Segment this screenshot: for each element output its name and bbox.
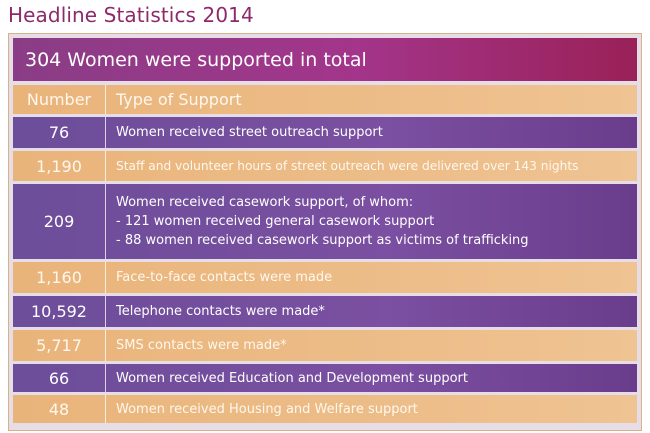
row-description: Women received Education and Development…	[116, 370, 468, 386]
page-title: Headline Statistics 2014	[8, 3, 254, 27]
row-number: 5,717	[13, 330, 106, 361]
header-type-of-support: Type of Support	[116, 90, 242, 109]
row-number: 1,190	[13, 151, 106, 181]
table-row: 5,717 SMS contacts were made*	[13, 330, 637, 361]
row-number: 66	[13, 364, 106, 392]
row-description: Face-to-face contacts were made	[116, 270, 333, 285]
row-description: Telephone contacts were made*	[116, 304, 325, 319]
row-description-line: Women received casework support, of whom…	[116, 195, 414, 210]
row-description: Staff and volunteer hours of street outr…	[116, 159, 579, 173]
row-description-line: - 121 women received general casework su…	[116, 214, 435, 229]
row-number: 76	[13, 117, 106, 148]
header-number: Number	[13, 85, 106, 114]
statistics-table: 304 Women were supported in total Number…	[8, 33, 642, 431]
row-description: SMS contacts were made*	[116, 338, 287, 353]
table-row: 66 Women received Education and Developm…	[13, 364, 637, 392]
row-number: 48	[13, 395, 106, 423]
total-banner-text: 304 Women were supported in total	[25, 48, 367, 71]
table-row: 1,190 Staff and volunteer hours of stree…	[13, 151, 637, 181]
row-number: 209	[13, 184, 106, 259]
table-row: 48 Women received Housing and Welfare su…	[13, 395, 637, 423]
table-row: 76 Women received street outreach suppor…	[13, 117, 637, 148]
table-row: 209 Women received casework support, of …	[13, 184, 637, 259]
total-banner: 304 Women were supported in total	[13, 38, 637, 81]
row-description: Women received casework support, of whom…	[106, 184, 637, 259]
row-number: 1,160	[13, 262, 106, 293]
row-number: 10,592	[13, 296, 106, 327]
row-description-line: - 88 women received casework support as …	[116, 233, 529, 248]
row-description: Women received street outreach support	[116, 125, 383, 140]
row-description: Women received Housing and Welfare suppo…	[116, 401, 418, 417]
table-header-row: Number Type of Support	[13, 85, 637, 114]
table-row: 10,592 Telephone contacts were made*	[13, 296, 637, 327]
table-row: 1,160 Face-to-face contacts were made	[13, 262, 637, 293]
